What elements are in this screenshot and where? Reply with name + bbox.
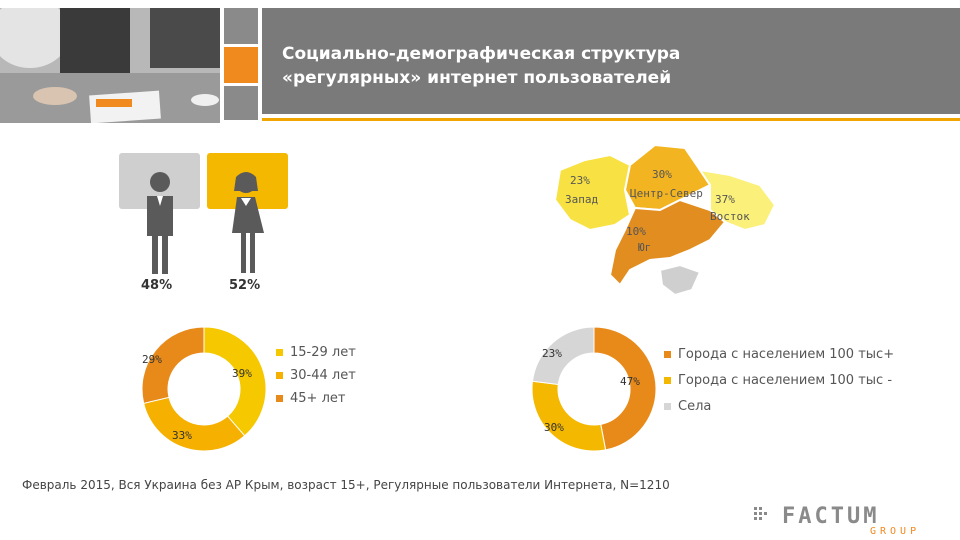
donut-data-label: 30% <box>544 421 564 434</box>
donut-slice <box>203 326 267 437</box>
map-label-yug-pct: 10% <box>626 225 646 238</box>
legend-swatch <box>664 377 671 384</box>
legend-swatch <box>664 403 671 410</box>
map-label-zapad: Запад <box>565 193 598 206</box>
legend-item: 15-29 лет <box>276 345 356 360</box>
legend-label: Села <box>678 399 712 414</box>
legend-swatch <box>276 349 283 356</box>
ukraine-regions-map: 23% Запад 30% Центр-Север 37% Восток 10%… <box>553 143 777 297</box>
footnote: Февраль 2015, Вся Украина без АР Крым, в… <box>22 478 670 492</box>
map-label-zapad-pct: 23% <box>570 174 590 187</box>
legend-item: Города с населением 100 тыс+ <box>664 347 894 362</box>
age-legend: 15-29 лет 30-44 лет 45+ лет <box>276 345 356 406</box>
legend-item: Города с населением 100 тыс - <box>664 373 894 388</box>
map-label-vostok-pct: 37% <box>715 193 735 206</box>
map-region-yug <box>608 198 727 287</box>
map-region-centr-sever <box>623 143 712 212</box>
donut-data-label: 39% <box>232 367 252 380</box>
female-figure-icon <box>232 172 264 273</box>
legend-label: Города с населением 100 тыс+ <box>678 347 895 362</box>
donut-slice <box>143 396 246 452</box>
factum-group-logo: FACTUM GROUP <box>754 504 920 537</box>
legend-item: 45+ лет <box>276 391 356 406</box>
donut-slice <box>141 326 205 404</box>
map-region-zapad <box>553 153 632 232</box>
legend-item: 30-44 лет <box>276 368 356 383</box>
decor-square <box>224 8 258 44</box>
age-donut-chart: 39% 33% 29% <box>141 326 267 452</box>
decor-square-accent <box>224 47 258 83</box>
business-meeting-photo <box>0 8 220 123</box>
donut-slice <box>531 326 595 386</box>
donut-data-label: 29% <box>142 353 162 366</box>
map-region-crimea <box>658 263 702 297</box>
legend-label: Города с населением 100 тыс - <box>678 373 893 388</box>
logo-main-text: FACTUM <box>782 504 879 529</box>
page-title: Социально-демографическая структура «рег… <box>282 44 681 88</box>
legend-label: 45+ лет <box>290 391 346 406</box>
logo-sub-text: GROUP <box>870 526 920 537</box>
legend-label: 15-29 лет <box>290 345 356 360</box>
header-band <box>262 8 960 114</box>
donut-slice <box>531 380 607 452</box>
donut-slice <box>593 326 657 451</box>
male-percentage: 48% <box>141 278 173 293</box>
donut-data-label: 23% <box>542 347 562 360</box>
legend-swatch <box>276 395 283 402</box>
legend-label: 30-44 лет <box>290 368 356 383</box>
legend-item: Села <box>664 399 894 414</box>
map-label-centr-pct: 30% <box>652 168 672 181</box>
settlement-donut-chart: 47% 30% 23% <box>531 326 657 452</box>
map-label-centr: Центр-Север <box>630 187 703 200</box>
decor-square <box>224 86 258 120</box>
donut-data-label: 33% <box>172 429 192 442</box>
legend-swatch <box>276 372 283 379</box>
map-label-yug: Юг <box>638 241 651 254</box>
header-divider <box>262 118 960 121</box>
map-region-vostok <box>697 168 777 232</box>
female-percentage: 52% <box>229 278 261 293</box>
donut-data-label: 47% <box>620 375 640 388</box>
settlement-legend: Города с населением 100 тыс+ Города с на… <box>664 347 894 414</box>
legend-swatch <box>664 351 671 358</box>
male-figure-icon <box>147 172 173 274</box>
map-label-vostok: Восток <box>710 210 750 223</box>
header-photo <box>0 8 220 123</box>
